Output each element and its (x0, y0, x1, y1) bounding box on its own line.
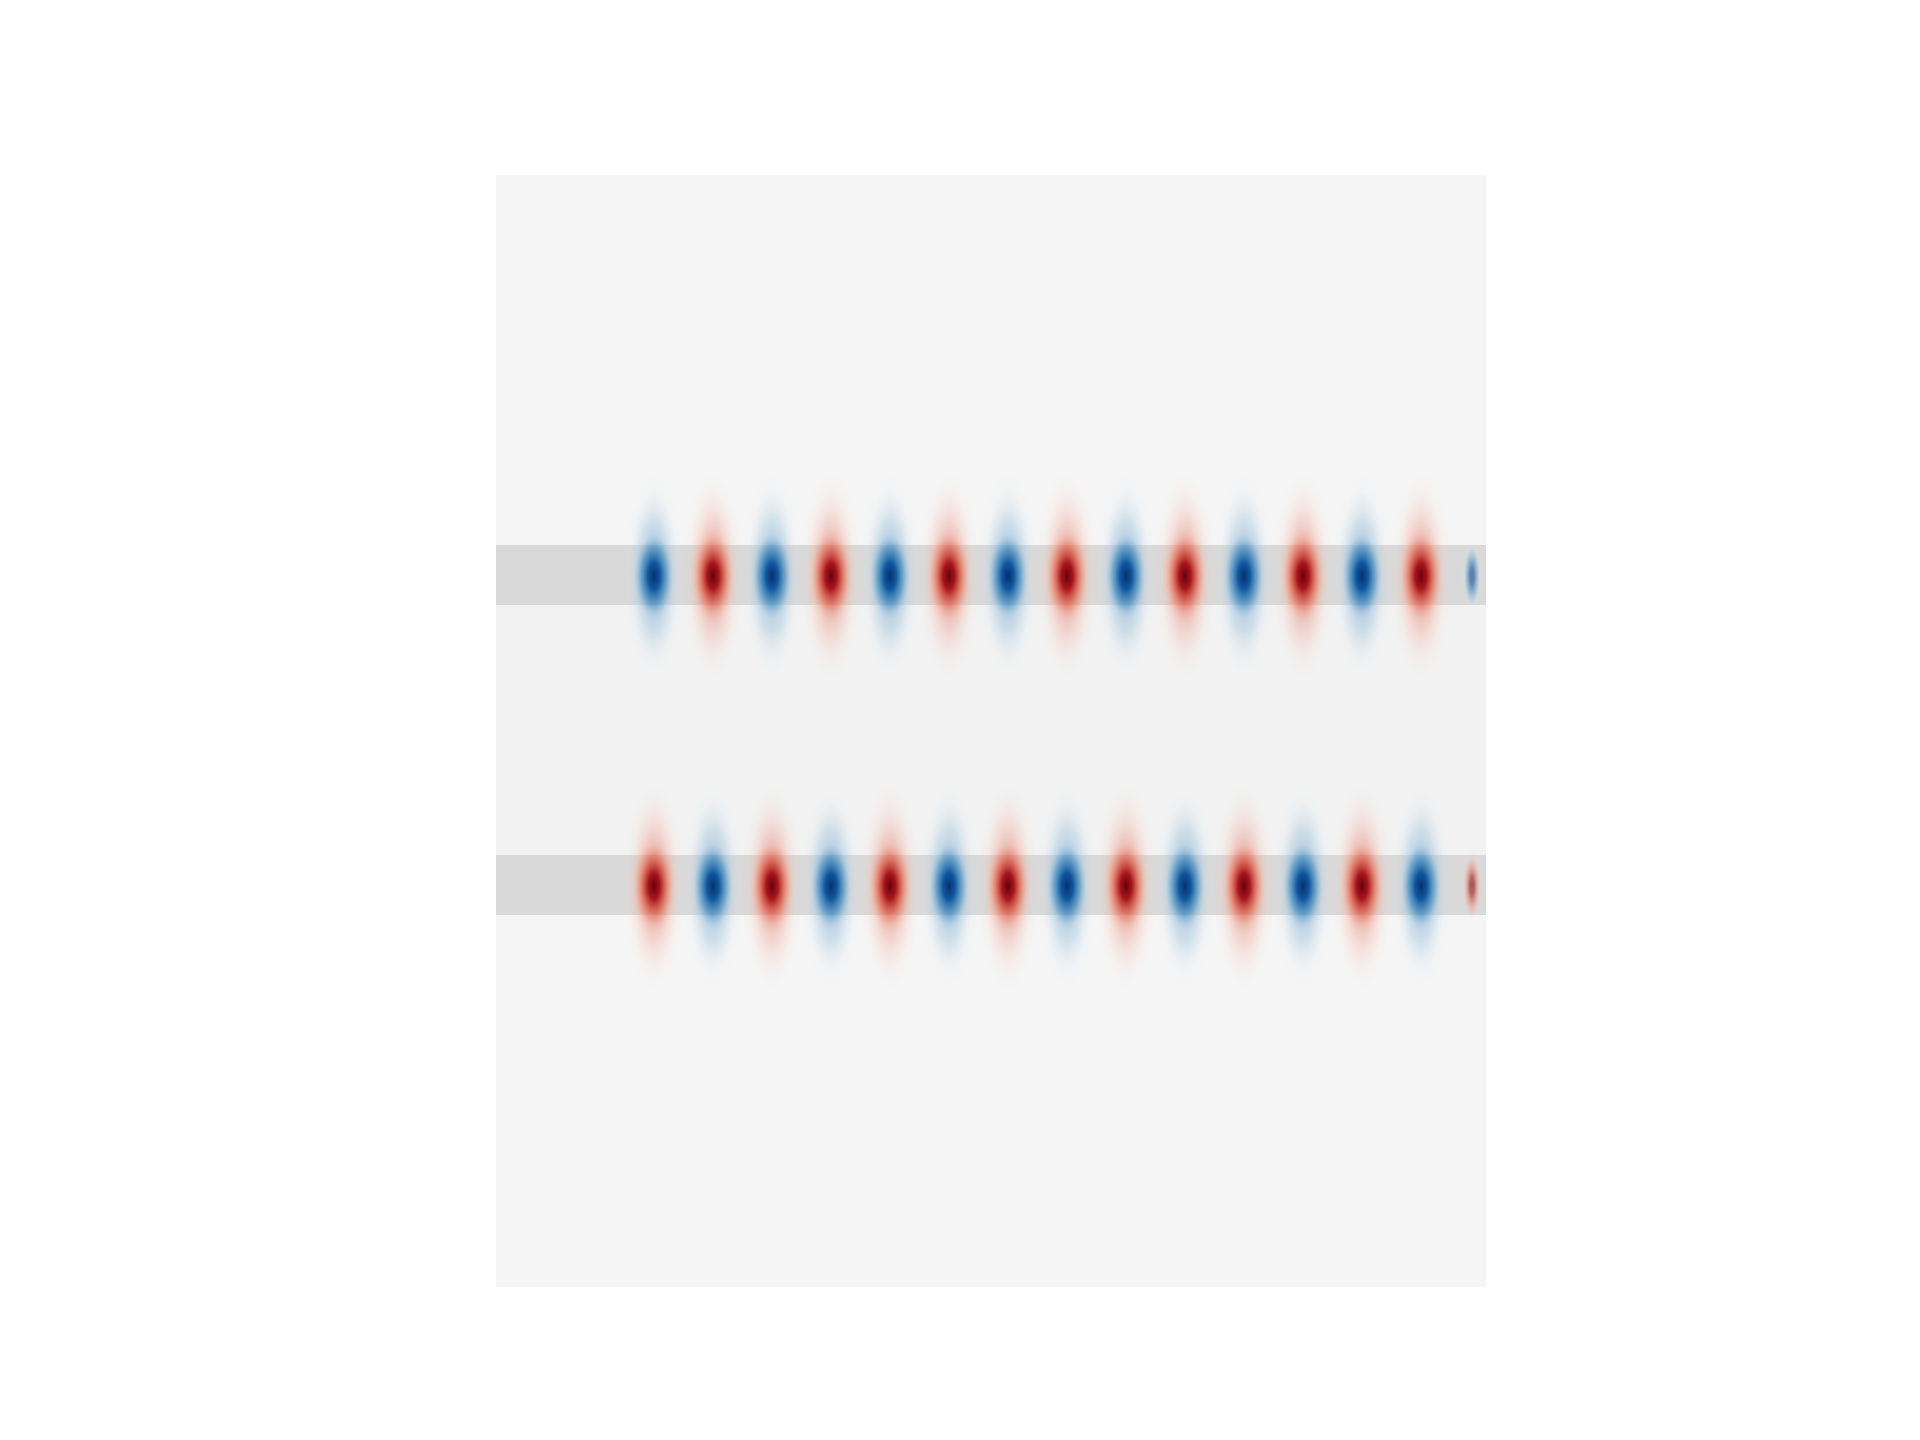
upper-waveguide-lobe (984, 524, 1032, 628)
upper-waveguide-tail-lobe (1462, 540, 1482, 612)
lower-waveguide-lobe (1397, 834, 1445, 938)
lower-waveguide-lobe (1161, 834, 1209, 938)
lower-waveguide-lobe (1102, 834, 1150, 938)
lower-waveguide-lobe (984, 834, 1032, 938)
lower-waveguide-lobe (1043, 834, 1091, 938)
upper-waveguide-lobe (748, 524, 796, 628)
lower-field-lobes (624, 781, 1482, 991)
upper-waveguide-lobe (807, 524, 855, 628)
upper-waveguide-lobe (630, 524, 678, 628)
upper-waveguide-lobe (1338, 524, 1386, 628)
lower-waveguide-lobe (1279, 834, 1327, 938)
lower-waveguide-lobe (630, 834, 678, 938)
lower-waveguide-lobe (689, 834, 737, 938)
lower-waveguide-lobe (1220, 834, 1268, 938)
upper-waveguide-lobe (1220, 524, 1268, 628)
upper-waveguide-lobe (689, 524, 737, 628)
lower-waveguide-lobe (925, 834, 973, 938)
upper-field-lobes (624, 471, 1482, 681)
upper-waveguide-lobe (1279, 524, 1327, 628)
lower-waveguide-lobe (807, 834, 855, 938)
lower-waveguide-lobe (748, 834, 796, 938)
upper-waveguide-lobe (1397, 524, 1445, 628)
lower-waveguide-lobe (1338, 834, 1386, 938)
lower-waveguide-tail-lobe (1462, 850, 1482, 922)
upper-waveguide-lobe (925, 524, 973, 628)
upper-waveguide-lobe (1102, 524, 1150, 628)
upper-waveguide-lobe (866, 524, 914, 628)
upper-waveguide-lobe (1043, 524, 1091, 628)
upper-waveguide-lobe (1161, 524, 1209, 628)
lower-waveguide-lobe (866, 834, 914, 938)
